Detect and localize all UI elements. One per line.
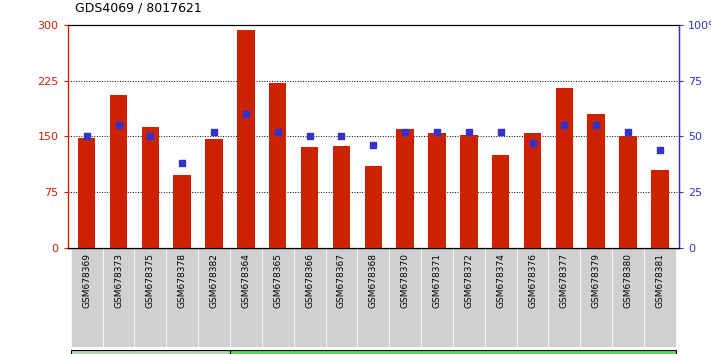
Text: GSM678370: GSM678370 [400,253,410,308]
Bar [333,146,351,248]
Bar [548,248,580,347]
Bar [230,248,262,347]
Point [591,122,602,128]
Text: GSM678368: GSM678368 [369,253,378,308]
Text: GSM678364: GSM678364 [242,253,250,308]
Bar [230,350,676,354]
Point [654,147,665,153]
Text: GSM678377: GSM678377 [560,253,569,308]
Point [495,129,506,135]
Point [176,160,188,166]
Point [304,133,315,139]
Bar [173,175,191,248]
Point [336,133,347,139]
Point [368,142,379,148]
Text: GDS4069 / 8017621: GDS4069 / 8017621 [75,1,201,14]
Text: GSM678374: GSM678374 [496,253,505,308]
Bar [198,248,230,347]
Bar [109,95,127,248]
Text: GSM678381: GSM678381 [656,253,664,308]
Bar [141,127,159,248]
Bar [485,248,517,347]
Point [240,111,252,117]
Bar [166,248,198,347]
Text: GSM678382: GSM678382 [210,253,218,308]
Bar [619,136,637,248]
Bar [644,248,676,347]
Point [622,129,634,135]
Text: GSM678369: GSM678369 [82,253,91,308]
Bar [524,132,541,248]
Bar [555,88,573,248]
Bar [70,350,230,354]
Text: GSM678365: GSM678365 [273,253,282,308]
Bar [453,248,485,347]
Text: GSM678375: GSM678375 [146,253,155,308]
Text: GSM678371: GSM678371 [432,253,442,308]
Bar [70,248,102,347]
Bar [294,248,326,347]
Bar [587,114,605,248]
Bar [269,83,287,248]
Bar [612,248,644,347]
Text: GSM678379: GSM678379 [592,253,601,308]
Point [527,140,538,146]
Bar [358,248,389,347]
Point [208,129,220,135]
Text: GSM678380: GSM678380 [624,253,633,308]
Point [432,129,443,135]
Bar [134,248,166,347]
Text: GSM678372: GSM678372 [464,253,474,308]
Bar [651,170,668,248]
Bar [78,138,95,248]
Text: GSM678366: GSM678366 [305,253,314,308]
Text: GSM678378: GSM678378 [178,253,187,308]
Bar [237,30,255,248]
Bar [517,248,548,347]
Point [272,129,284,135]
Bar [301,147,319,248]
Bar [492,155,509,248]
Bar [326,248,358,347]
Point [113,122,124,128]
Bar [580,248,612,347]
Point [81,133,92,139]
Bar [262,248,294,347]
Bar [102,248,134,347]
Text: GSM678367: GSM678367 [337,253,346,308]
Bar [421,248,453,347]
Bar [205,138,223,248]
Point [144,133,156,139]
Bar [389,248,421,347]
Bar [428,132,446,248]
Point [559,122,570,128]
Bar [396,129,414,248]
Text: GSM678373: GSM678373 [114,253,123,308]
Bar [460,135,478,248]
Point [463,129,474,135]
Bar [365,166,382,248]
Point [400,129,411,135]
Text: GSM678376: GSM678376 [528,253,537,308]
